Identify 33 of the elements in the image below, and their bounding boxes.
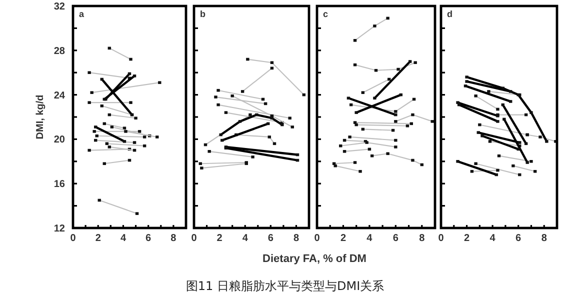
x-axis-title: Dietary FA, % of DM	[262, 253, 366, 265]
y-tick-label: 28	[54, 46, 66, 57]
x-tick-label: 8	[293, 233, 300, 244]
y-tick-label: 24	[54, 90, 66, 102]
x-tick-label: 6	[392, 233, 399, 244]
x-tick-label: 4	[366, 233, 373, 244]
chart-title: b	[200, 9, 206, 19]
chart-title: d	[447, 9, 452, 19]
y-tick-label: 12	[54, 224, 66, 234]
x-tick-label: 4	[490, 233, 496, 244]
x-tick-label: 8	[541, 233, 548, 244]
x-tick-label: 2	[95, 233, 102, 244]
y-tick-label: 32	[54, 2, 66, 12]
x-tick-label: 2	[464, 233, 470, 244]
x-tick-label: 2	[340, 233, 346, 244]
x-tick-label: 4	[120, 233, 126, 244]
x-tick-label: 0	[314, 233, 320, 244]
x-tick-label: 6	[516, 233, 522, 244]
x-tick-label: 4	[242, 233, 248, 244]
x-tick-label: 2	[216, 233, 223, 244]
y-tick-label: 20	[54, 134, 66, 146]
x-tick-label: 0	[191, 233, 198, 244]
y-tick-label: 16	[54, 179, 66, 190]
chart-title: c	[323, 9, 328, 19]
x-tick-label: 0	[70, 233, 76, 244]
x-tick-label: 6	[146, 233, 152, 244]
chart-title: a	[79, 9, 85, 19]
y-axis-title: DMI, kg/d	[35, 94, 46, 140]
x-tick-label: 6	[268, 233, 274, 244]
x-tick-label: 8	[419, 233, 426, 244]
caption: 图11 日粮脂肪水平与类型与DMI关系	[186, 279, 384, 293]
x-tick-label: 0	[438, 233, 444, 244]
x-tick-label: 8	[170, 233, 177, 244]
